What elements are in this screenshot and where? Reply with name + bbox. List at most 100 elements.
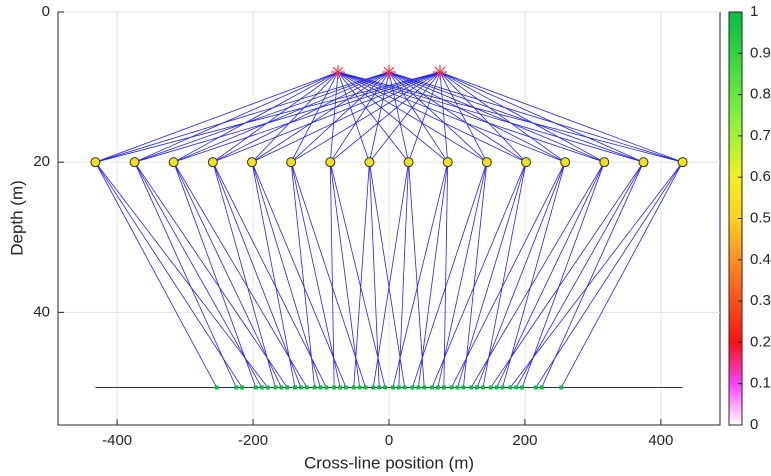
receiver (442, 157, 453, 168)
ray-reflect (417, 162, 449, 388)
ray-down (337, 71, 409, 163)
x-tick-label: 400 (648, 432, 673, 449)
ray-down (439, 71, 605, 163)
ray-reflect (408, 162, 425, 388)
ray-down (95, 71, 441, 163)
reflection-point (363, 385, 368, 390)
ray-reflect (515, 161, 644, 388)
ray-reflect (134, 162, 237, 388)
ray-reflect (95, 161, 243, 388)
ray-reflect (482, 162, 527, 388)
reflection-point (500, 385, 505, 390)
ray-reflect (353, 162, 370, 388)
ray-reflect (173, 161, 308, 388)
reflection-point (259, 385, 264, 390)
ray-reflect (541, 162, 644, 388)
reflection-point (449, 385, 454, 390)
colorbar-tick-label: 0.2 (750, 333, 771, 350)
ray-reflect (173, 162, 257, 388)
receiver (246, 157, 257, 168)
ray-reflect (476, 162, 566, 388)
ray-down (369, 71, 390, 163)
ray-down (388, 71, 449, 163)
ray-reflect (490, 161, 644, 388)
ray-reflect (463, 162, 488, 388)
ray-down (290, 71, 390, 163)
x-tick-label: -400 (102, 432, 132, 449)
ray-down (134, 71, 441, 163)
reflection-point (383, 385, 388, 390)
colorbar-tick-label: 0.9 (750, 44, 771, 61)
ray-down (134, 71, 339, 163)
reflection-point (351, 385, 356, 390)
receiver (521, 157, 532, 168)
reflection-point (469, 385, 474, 390)
reflection-point (279, 385, 284, 390)
reflection-point (441, 385, 446, 390)
ray-down (329, 72, 339, 163)
ray-reflect (95, 161, 218, 388)
reflection-point (371, 385, 376, 390)
reflection-point (377, 385, 382, 390)
receiver (207, 157, 218, 168)
reflection-point (520, 385, 525, 390)
ray-down (337, 71, 566, 163)
ray-reflect (290, 162, 341, 388)
reflection-point (461, 385, 466, 390)
ray-down (173, 71, 441, 163)
reflection-point (430, 385, 435, 390)
ray-reflect (251, 162, 347, 388)
x-tick-label: 0 (385, 432, 393, 449)
reflection-point (293, 385, 298, 390)
ray-reflect (251, 162, 296, 388)
ray-down (337, 71, 527, 163)
ray-down (95, 71, 339, 163)
reflection-point (298, 385, 303, 390)
ray-down (439, 71, 527, 163)
ray-reflect (510, 161, 683, 388)
reflection-point (416, 385, 421, 390)
ray-down (290, 71, 339, 163)
receiver (599, 157, 610, 168)
x-axis-label: Cross-line position (m) (304, 453, 474, 472)
ray-reflect (470, 161, 605, 388)
ray-down (439, 71, 644, 163)
ray-down (173, 71, 339, 163)
ray-reflect (443, 162, 449, 388)
source (382, 65, 396, 80)
reflection-point (234, 385, 239, 390)
ray-down (173, 71, 390, 163)
reflection-point (343, 385, 348, 390)
reflection-point (273, 385, 278, 390)
reflection-point (533, 385, 538, 390)
ray-reflect (95, 161, 268, 388)
ray-reflect (134, 161, 263, 388)
receiver (286, 157, 297, 168)
ray-reflect (212, 162, 302, 388)
ray-reflect (451, 162, 566, 388)
reflection-point (285, 385, 290, 390)
x-tick-label: -200 (238, 432, 268, 449)
ray-reflect (457, 162, 527, 388)
colorbar-tick-label: 0.1 (750, 375, 771, 392)
reflection-point (410, 385, 415, 390)
ray-reflect (329, 162, 335, 388)
ray-reflect (431, 162, 527, 388)
ray-down (134, 71, 390, 163)
reflection-point (253, 385, 258, 390)
colorbar-tick-label: 1 (750, 3, 758, 20)
ray-reflect (392, 162, 449, 388)
reflection-point (402, 385, 407, 390)
ray-down (408, 71, 441, 163)
receiver (403, 157, 414, 168)
colorbar-tick-label: 0.3 (750, 292, 771, 309)
receiver (168, 157, 179, 168)
reflection-point (435, 385, 440, 390)
ray-down (212, 71, 390, 163)
ray-down (212, 71, 441, 163)
receiver (90, 157, 101, 168)
ray-reflect (369, 162, 380, 388)
ray-reflect (329, 162, 361, 388)
reflection-point (539, 385, 544, 390)
y-tick-label: 0 (42, 3, 50, 20)
